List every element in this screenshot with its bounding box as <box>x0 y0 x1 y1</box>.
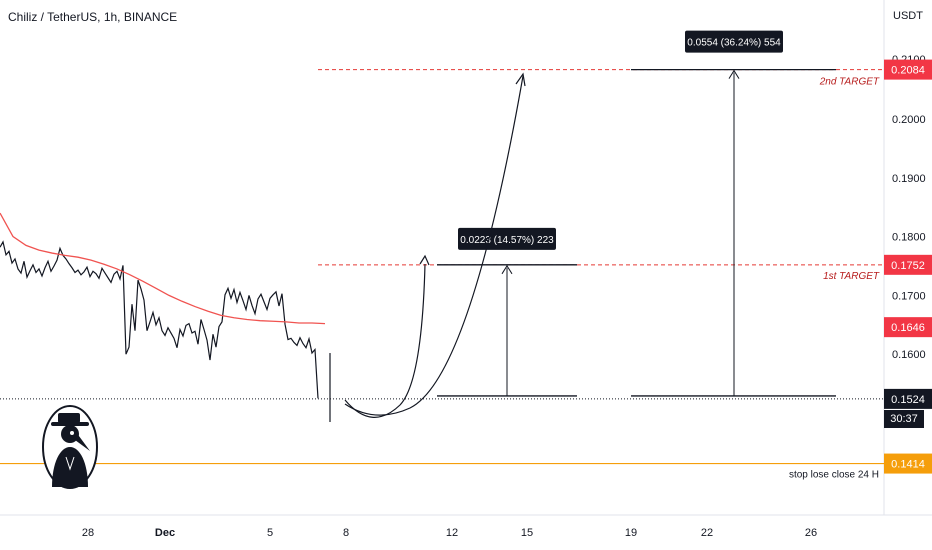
x-tick-label: 8 <box>343 527 349 539</box>
current-price-tag: 0.1524 <box>891 394 925 406</box>
x-tick-label: 5 <box>267 527 273 539</box>
target2-label: 2nd TARGET <box>819 77 880 88</box>
stop-price-tag-bg <box>884 453 932 474</box>
target1-price-tag-bg <box>884 254 932 275</box>
projection-arrowhead-2 <box>515 72 526 87</box>
x-tick-label: Dec <box>155 527 175 539</box>
price-series-line <box>0 240 319 399</box>
projection-curve-1 <box>344 263 426 418</box>
x-tick-label: 28 <box>82 527 94 539</box>
current-price-tag-bg <box>884 388 932 409</box>
ma-price-tag-bg <box>884 317 932 338</box>
y-tick-label: 0.2000 <box>892 114 926 126</box>
target2-price-tag: 0.2084 <box>891 65 925 77</box>
x-tick-label: 22 <box>701 527 713 539</box>
ma-price-tag: 0.1646 <box>891 322 925 334</box>
projection-curve-2 <box>344 75 524 416</box>
measure2-box <box>685 30 783 53</box>
measure1-arrowhead <box>501 264 513 275</box>
stop-loss-label: stop lose close 24 H <box>789 470 879 481</box>
x-tick-label: 12 <box>446 527 458 539</box>
stop-price-tag: 0.1414 <box>891 459 925 471</box>
x-tick-label: 15 <box>521 527 533 539</box>
measure1-text: 0.0223 (14.57%) 223 <box>460 235 554 246</box>
x-tick-label: 26 <box>805 527 817 539</box>
target1-price-tag: 0.1752 <box>891 260 925 272</box>
plague-doctor-avatar-icon <box>42 405 98 489</box>
target1-label: 1st TARGET <box>823 271 880 282</box>
measure1-box <box>458 227 556 250</box>
y-tick-label: 0.1700 <box>892 290 926 302</box>
moving-average-line <box>0 212 326 325</box>
measure2-text: 0.0554 (36.24%) 554 <box>687 38 781 49</box>
x-tick-label: 19 <box>625 527 637 539</box>
projection-arrowhead-1 <box>419 254 430 266</box>
y-tick-label: 0.1600 <box>892 349 926 361</box>
measure2-arrowhead <box>728 69 740 79</box>
currency-label: USDT <box>893 10 923 22</box>
target2-price-tag-bg <box>884 59 932 80</box>
y-tick-label: 0.1900 <box>892 173 926 185</box>
y-tick-label: 0.1800 <box>892 232 926 244</box>
chart-title: Chiliz / TetherUS, 1h, BINANCE <box>8 10 178 24</box>
countdown-timer: 30:37 <box>884 410 924 428</box>
